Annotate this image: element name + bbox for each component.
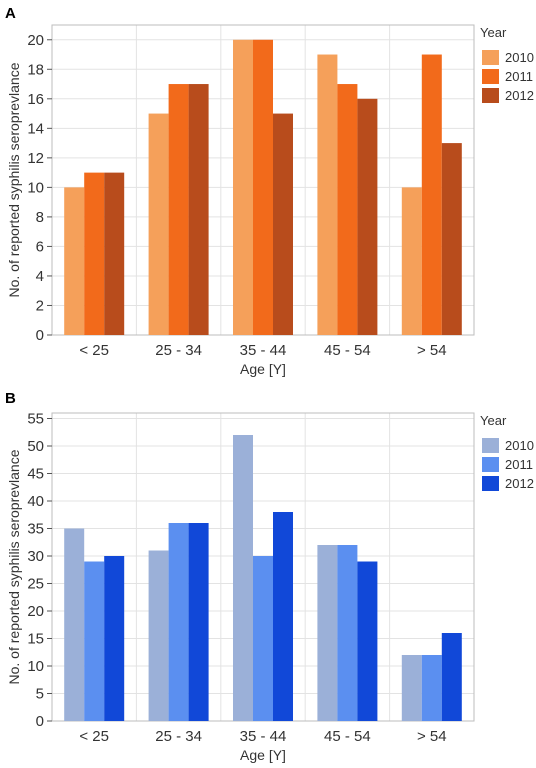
bar-2011-1 <box>168 523 189 721</box>
y-tick-label: 0 <box>36 327 44 344</box>
legend-label: 2010 <box>505 50 534 65</box>
bar-2012-1 <box>188 523 209 721</box>
bar-2012-3 <box>357 561 378 721</box>
y-axis-label: No. of reported syphilis seroprevlance <box>6 449 22 684</box>
bar-2010-4 <box>401 655 422 721</box>
bar-2011-4 <box>421 655 442 721</box>
bar-2010-3 <box>317 545 338 721</box>
y-axis-label: No. of reported syphilis seroprevlance <box>6 62 22 297</box>
y-tick-label: 50 <box>27 438 44 455</box>
y-tick-label: 30 <box>27 548 44 565</box>
y-tick-label: 35 <box>27 521 44 538</box>
bar-2011-4 <box>421 54 442 336</box>
y-tick-label: 10 <box>27 179 44 196</box>
bar-2011-1 <box>168 84 189 335</box>
bar-2012-4 <box>441 633 462 721</box>
x-tick-label: < 25 <box>79 728 109 745</box>
y-tick-label: 8 <box>36 209 44 226</box>
y-tick-label: 20 <box>27 32 44 49</box>
panel-label: A <box>5 5 16 22</box>
y-tick-label: 10 <box>27 658 44 675</box>
bar-2012-0 <box>104 172 125 335</box>
y-tick-label: 16 <box>27 91 44 108</box>
x-tick-label: 25 - 34 <box>155 342 202 359</box>
y-tick-label: 2 <box>36 297 44 314</box>
y-tick-label: 6 <box>36 238 44 255</box>
x-tick-label: 25 - 34 <box>155 728 202 745</box>
bar-2012-2 <box>273 113 293 335</box>
legend-swatch <box>482 476 499 491</box>
bar-2012-4 <box>441 143 462 335</box>
y-tick-label: 14 <box>27 120 44 137</box>
bar-2010-1 <box>148 113 169 335</box>
x-tick-label: 35 - 44 <box>240 728 287 745</box>
y-tick-label: 25 <box>27 576 44 593</box>
legend-title: Year <box>480 25 507 40</box>
y-tick-label: 18 <box>27 61 44 78</box>
y-tick-label: 55 <box>27 411 44 428</box>
bar-2010-2 <box>233 39 253 336</box>
legend-label: 2010 <box>505 438 534 453</box>
x-tick-label: 45 - 54 <box>324 728 371 745</box>
bar-2010-1 <box>148 550 169 721</box>
x-tick-label: 45 - 54 <box>324 342 371 359</box>
legend-swatch <box>482 88 499 103</box>
x-tick-label: > 54 <box>417 728 447 745</box>
y-tick-label: 20 <box>27 603 44 620</box>
legend-swatch <box>482 438 499 453</box>
y-tick-label: 4 <box>36 268 44 285</box>
x-axis-label: Age [Y] <box>240 361 286 377</box>
bar-2011-2 <box>253 39 273 336</box>
panel-label: B <box>5 390 16 407</box>
bar-2010-4 <box>401 187 422 335</box>
bar-2012-0 <box>104 556 125 721</box>
legend-label: 2012 <box>505 476 534 491</box>
bar-2010-0 <box>64 187 85 335</box>
bar-2010-2 <box>233 435 253 721</box>
bar-2011-0 <box>84 172 105 335</box>
x-tick-label: < 25 <box>79 342 109 359</box>
y-tick-label: 5 <box>36 686 44 703</box>
y-tick-label: 15 <box>27 631 44 648</box>
y-tick-label: 45 <box>27 466 44 483</box>
y-tick-label: 40 <box>27 493 44 510</box>
chart-panel-a: A 0 2 4 6 8 10 12 14 16 18 20 < 25 25 - 34 35 - 44 45 -… <box>5 5 534 377</box>
x-axis-label: Age [Y] <box>240 747 286 763</box>
bar-2011-2 <box>253 556 273 721</box>
legend-swatch <box>482 69 499 84</box>
y-tick-label: 0 <box>36 713 44 730</box>
x-tick-label: > 54 <box>417 342 447 359</box>
bar-2011-3 <box>337 545 358 721</box>
legend-label: 2011 <box>505 457 533 472</box>
bar-2011-3 <box>337 84 358 335</box>
x-tick-label: 35 - 44 <box>240 342 287 359</box>
bar-2010-0 <box>64 528 85 721</box>
legend-label: 2012 <box>505 88 534 103</box>
bar-2012-2 <box>273 512 293 721</box>
legend-swatch <box>482 50 499 65</box>
bar-2012-3 <box>357 98 378 335</box>
legend-swatch <box>482 457 499 472</box>
y-tick-label: 12 <box>27 150 44 167</box>
bar-2010-3 <box>317 54 338 336</box>
bar-2012-1 <box>188 84 209 335</box>
legend-title: Year <box>480 413 507 428</box>
bar-2011-0 <box>84 561 105 721</box>
chart-panel-b: B 0 5 10 15 20 25 30 35 40 45 50 55 < 25 25 - 34 35 - 4… <box>5 390 534 763</box>
legend-label: 2011 <box>505 69 533 84</box>
